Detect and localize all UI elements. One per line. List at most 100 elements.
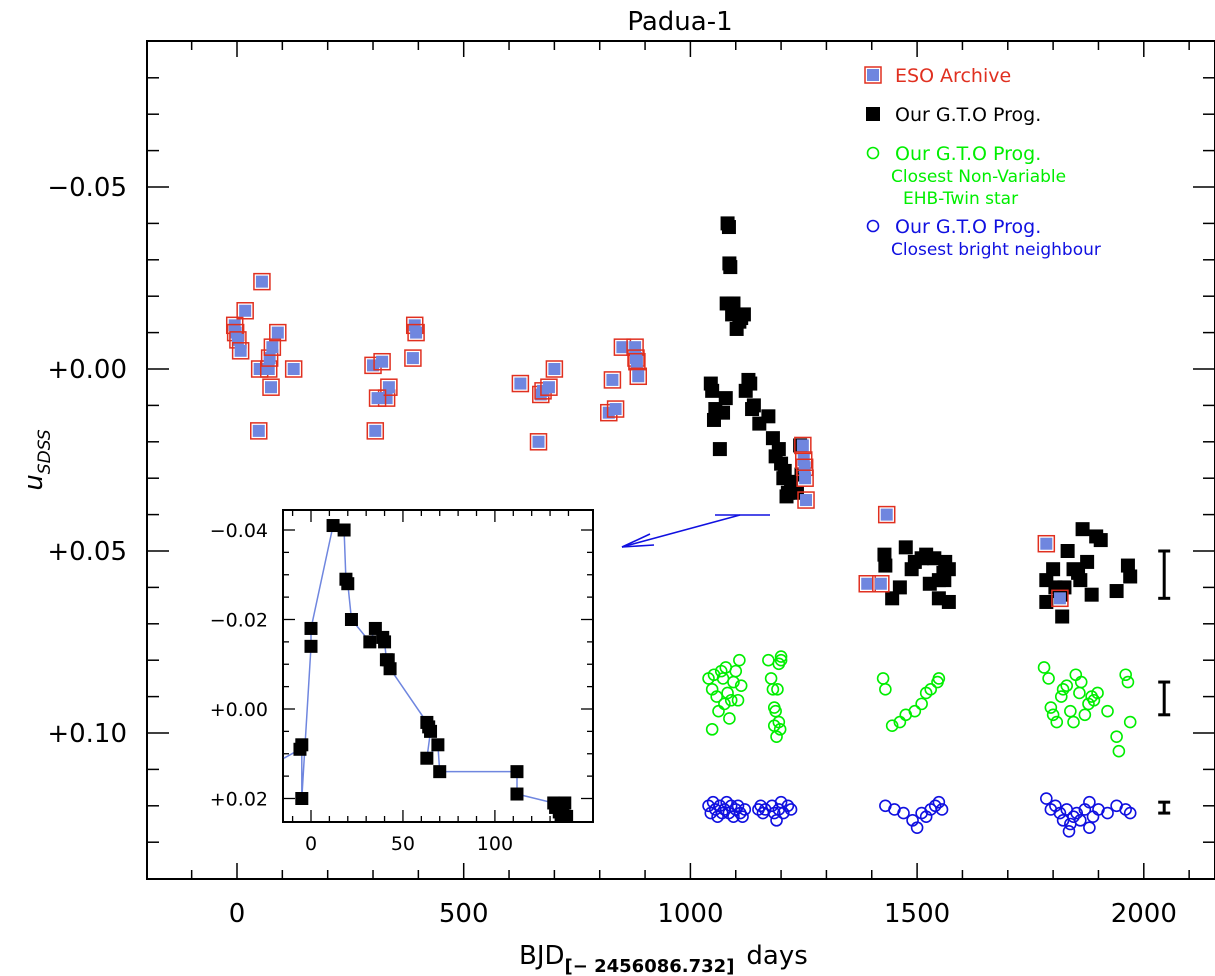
- inset-data-point: [433, 765, 447, 779]
- data-point: [1055, 609, 1070, 624]
- data-point: [1084, 587, 1099, 602]
- data-point: [718, 391, 733, 406]
- data-point: [1053, 806, 1067, 820]
- data-point: [898, 540, 913, 555]
- inset-data-point: [326, 519, 340, 533]
- data-point: [731, 799, 745, 813]
- data-point: [774, 650, 788, 663]
- data-point: [1080, 554, 1095, 569]
- data-point: [1074, 814, 1087, 827]
- inset-points: [293, 519, 574, 823]
- data-point: [1074, 675, 1088, 689]
- data-point: [1101, 704, 1114, 718]
- legend-marker: [866, 107, 880, 121]
- data-point: [606, 400, 625, 418]
- data-point: [628, 352, 646, 371]
- data-points: [225, 216, 1138, 838]
- data-point: [236, 302, 254, 320]
- data-point: [729, 664, 743, 678]
- data-point: [1083, 795, 1096, 809]
- data-point: [368, 389, 387, 407]
- x-tick-label: 1000: [657, 899, 723, 929]
- data-point: [774, 795, 788, 809]
- series-3: [702, 792, 1137, 838]
- data-point: [727, 810, 740, 824]
- data-point: [733, 653, 746, 667]
- data-point: [1109, 584, 1124, 599]
- data-point: [1093, 533, 1108, 548]
- data-point: [928, 799, 942, 813]
- data-point: [734, 679, 748, 692]
- data-point: [710, 690, 723, 703]
- data-point: [736, 307, 751, 322]
- data-point: [877, 505, 896, 524]
- data-point: [1073, 573, 1088, 588]
- data-point: [1039, 594, 1054, 609]
- x-tick-label: 500: [439, 899, 489, 929]
- data-point: [777, 463, 792, 478]
- data-point: [1121, 675, 1135, 689]
- inset-data-point: [363, 635, 377, 649]
- data-point: [876, 672, 890, 685]
- data-point: [797, 491, 815, 509]
- inset-data-point: [295, 738, 309, 752]
- data-point: [705, 723, 719, 736]
- legend-label: Closest bright neighbour: [891, 240, 1101, 260]
- data-point: [932, 672, 946, 685]
- data-point: [1123, 715, 1137, 729]
- data-point: [540, 378, 558, 396]
- data-point: [250, 422, 268, 440]
- series-0: [225, 272, 1069, 608]
- data-point: [726, 296, 741, 311]
- data-point: [892, 580, 907, 595]
- data-point: [603, 371, 622, 389]
- data-point: [915, 697, 928, 711]
- data-point: [1046, 708, 1060, 722]
- data-point: [762, 653, 775, 667]
- data-point: [1069, 668, 1083, 682]
- inset-data-point: [510, 765, 524, 779]
- y-tick-label: +0.05: [47, 537, 127, 567]
- inset-axis-tick-labels: 0 50 100 −0.04 −0.02 +0.00 +0.02: [210, 520, 513, 855]
- legend-entry: Our G.T.O Prog.: [866, 104, 1041, 126]
- data-point: [908, 704, 922, 718]
- data-point: [712, 704, 725, 718]
- data-point: [1120, 558, 1135, 573]
- inset-data-point: [304, 621, 318, 635]
- data-point: [765, 431, 780, 446]
- data-point: [1091, 686, 1104, 700]
- inset-data-point: [558, 796, 572, 810]
- data-point: [879, 683, 892, 696]
- data-point: [373, 352, 391, 371]
- main-axis-ticks: [147, 41, 1215, 879]
- data-point: [935, 803, 949, 816]
- svg-text:uSDSS: uSDSS: [19, 429, 55, 491]
- data-point: [723, 260, 738, 275]
- legend-label: Our G.T.O Prog.: [895, 143, 1041, 165]
- data-point: [1037, 661, 1051, 674]
- legend-marker: [864, 66, 882, 84]
- data-point: [1075, 522, 1090, 537]
- data-point: [712, 442, 727, 457]
- legend-entry: ESO Archive: [864, 65, 1011, 87]
- inset-chart: 0 50 100 −0.04 −0.02 +0.00 +0.02: [210, 509, 594, 855]
- legend-marker: [866, 146, 880, 160]
- y-axis-label-sub: SDSS: [35, 429, 55, 474]
- data-point: [1054, 690, 1068, 703]
- data-point: [897, 806, 910, 820]
- data-point: [269, 323, 287, 342]
- data-point: [885, 591, 900, 606]
- series-2: [702, 650, 1137, 758]
- data-point: [545, 360, 564, 378]
- data-point: [784, 803, 798, 816]
- svg-text:BJD[− 2456086.732]days: BJD[− 2456086.732] days: [519, 941, 808, 976]
- data-point: [781, 799, 795, 813]
- series-1: [703, 216, 1138, 624]
- data-point: [1087, 693, 1101, 707]
- legend-label: ESO Archive: [895, 65, 1011, 87]
- y-tick-label: +0.10: [47, 719, 127, 749]
- data-point: [284, 360, 303, 378]
- inset-data-point: [344, 613, 358, 626]
- data-point: [1067, 810, 1080, 824]
